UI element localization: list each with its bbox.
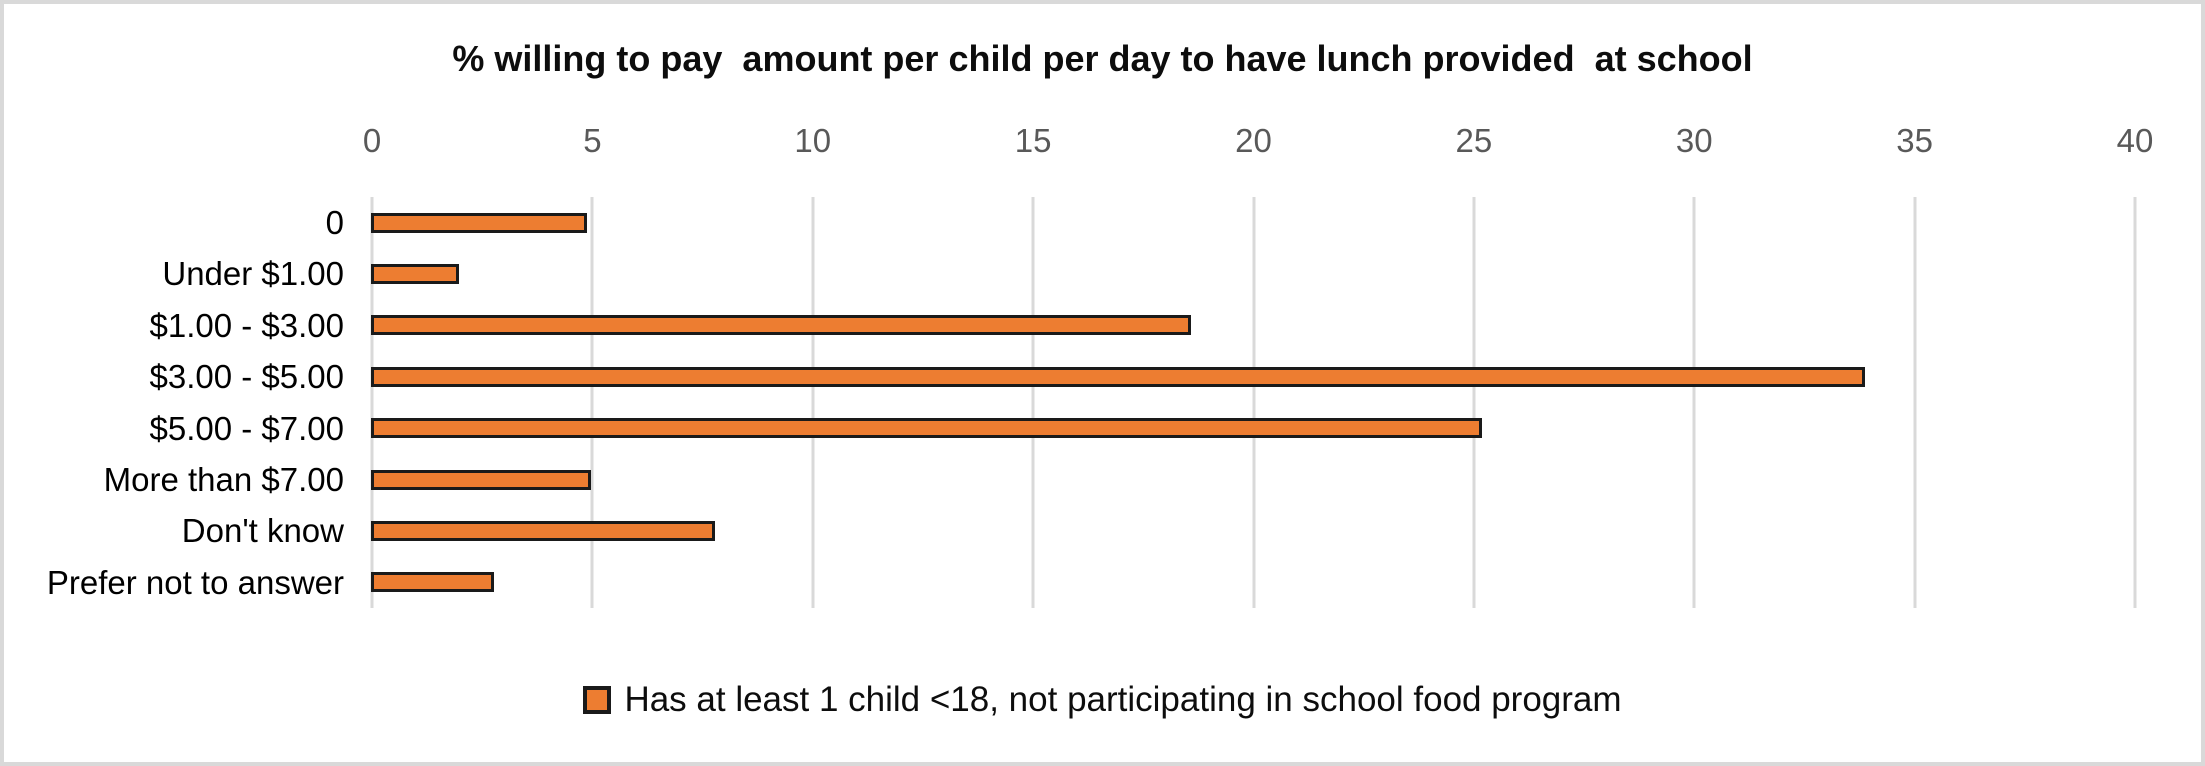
x-axis-tick-25: 25 <box>1455 122 1493 159</box>
gridline-35 <box>1913 197 1917 608</box>
x-axis-tick-10: 10 <box>794 122 832 159</box>
category-label-prefer-not-to-answer: Prefer not to answer <box>46 563 344 601</box>
category-label-under-1-00: Under $1.00 <box>162 255 344 293</box>
x-axis-tick-40: 40 <box>2116 122 2154 159</box>
bar-3-00-5-00 <box>371 366 1866 387</box>
legend-label: Has at least 1 child <18, not participat… <box>624 680 1622 719</box>
x-axis-tick-35: 35 <box>1896 122 1933 159</box>
plot-area <box>370 197 2137 608</box>
category-label-5-00-7-00: $5.00 - $7.00 <box>149 409 345 447</box>
y-axis-category-labels: 0 Under $1.00 $1.00 - $3.00 $3.00 - $5.00 $5… <box>4 197 344 608</box>
bar-0 <box>371 212 587 233</box>
gridline-10 <box>811 197 815 608</box>
bar-5-00-7-00 <box>371 418 1482 439</box>
x-axis-tick-0: 0 <box>362 122 382 159</box>
legend-swatch-icon <box>583 686 612 714</box>
gridline-15 <box>1031 197 1035 608</box>
category-label-0: 0 <box>325 204 344 241</box>
bar-1-00-3-00 <box>371 315 1191 336</box>
x-axis-tick-30: 30 <box>1675 122 1713 159</box>
x-axis-tick-5: 5 <box>583 122 602 159</box>
gridline-30 <box>1692 197 1696 608</box>
category-label-more-than-7-00: More than $7.00 <box>103 460 344 498</box>
bar-more-than-7-00 <box>371 469 592 490</box>
category-label-don-t-know: Don't know <box>181 512 344 550</box>
bar-don-t-know <box>371 520 715 541</box>
gridline-40 <box>2133 197 2137 608</box>
bar-under-1-00 <box>371 264 460 285</box>
gridline-5 <box>590 197 594 608</box>
chart-title: % willing to pay amount per child per da… <box>452 38 1753 79</box>
gridline-20 <box>1252 197 1255 608</box>
legend: Has at least 1 child <18, not participat… <box>4 680 2201 720</box>
x-axis: 0 5 10 15 20 25 30 35 40 <box>363 122 2154 164</box>
category-label-1-00-3-00: $1.00 - $3.00 <box>149 306 345 344</box>
x-axis-tick-15: 15 <box>1014 122 1052 159</box>
category-label-3-00-5-00: $3.00 - $5.00 <box>149 358 345 396</box>
gridline-25 <box>1472 197 1476 608</box>
gridline-0 <box>370 197 374 608</box>
x-axis-tick-20: 20 <box>1235 122 1272 159</box>
bar-prefer-not-to-answer <box>371 572 495 593</box>
